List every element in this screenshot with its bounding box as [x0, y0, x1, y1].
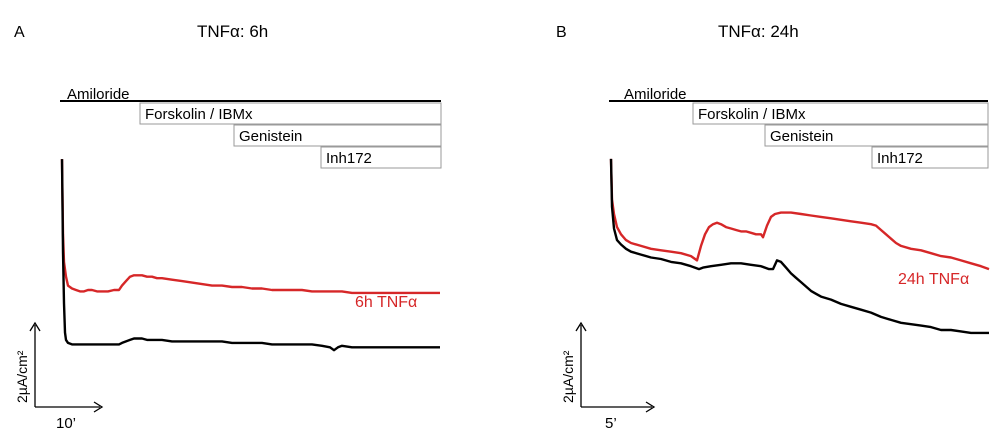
inh172-box — [871, 146, 989, 169]
inh172-label: Inh172 — [326, 150, 372, 167]
forskolin-box — [692, 102, 989, 125]
scale-a-x-label: 10’ — [56, 415, 76, 432]
panel-b-title: TNFα: 24h — [718, 22, 799, 41]
genistein-box — [764, 124, 989, 147]
panel-b: B TNFα: 24h Amiloride Forskolin / IBMx G… — [556, 22, 990, 432]
scale-b-y-label: 2µA/cm² — [560, 350, 576, 403]
amiloride-label: Amiloride — [67, 86, 130, 103]
inh172-box — [320, 146, 442, 169]
panel-a-traces — [60, 159, 440, 352]
panel-a-title: TNFα: 6h — [197, 22, 268, 41]
control-trace — [60, 159, 440, 352]
control-trace — [609, 158, 989, 335]
forskolin-label: Forskolin / IBMx — [145, 106, 253, 123]
genistein-label: Genistein — [770, 128, 833, 145]
forskolin-box — [139, 102, 442, 125]
panel-b-letter: B — [556, 24, 567, 41]
genistein-box — [233, 124, 442, 147]
series-label-6h: 6h TNFα — [355, 294, 417, 311]
scale-a-y-label: 2µA/cm² — [14, 350, 30, 403]
panel-a-scale-bar: 2µA/cm² 10’ — [14, 321, 104, 432]
inh172-label: Inh172 — [877, 150, 923, 167]
panel-a-letter: A — [14, 24, 25, 41]
genistein-label: Genistein — [239, 128, 302, 145]
forskolin-label: Forskolin / IBMx — [698, 106, 806, 123]
series-label-24h: 24h TNFα — [898, 271, 969, 288]
treated-trace — [60, 159, 440, 295]
panel-b-traces — [609, 158, 990, 335]
treated-trace — [609, 158, 990, 271]
amiloride-label: Amiloride — [624, 86, 687, 103]
panel-b-scale-bar: 2µA/cm² 5’ — [560, 321, 656, 432]
scale-b-x-label: 5’ — [605, 415, 617, 432]
panel-a: A TNFα: 6h Amiloride Forskolin / IBMx Ge… — [14, 22, 442, 432]
